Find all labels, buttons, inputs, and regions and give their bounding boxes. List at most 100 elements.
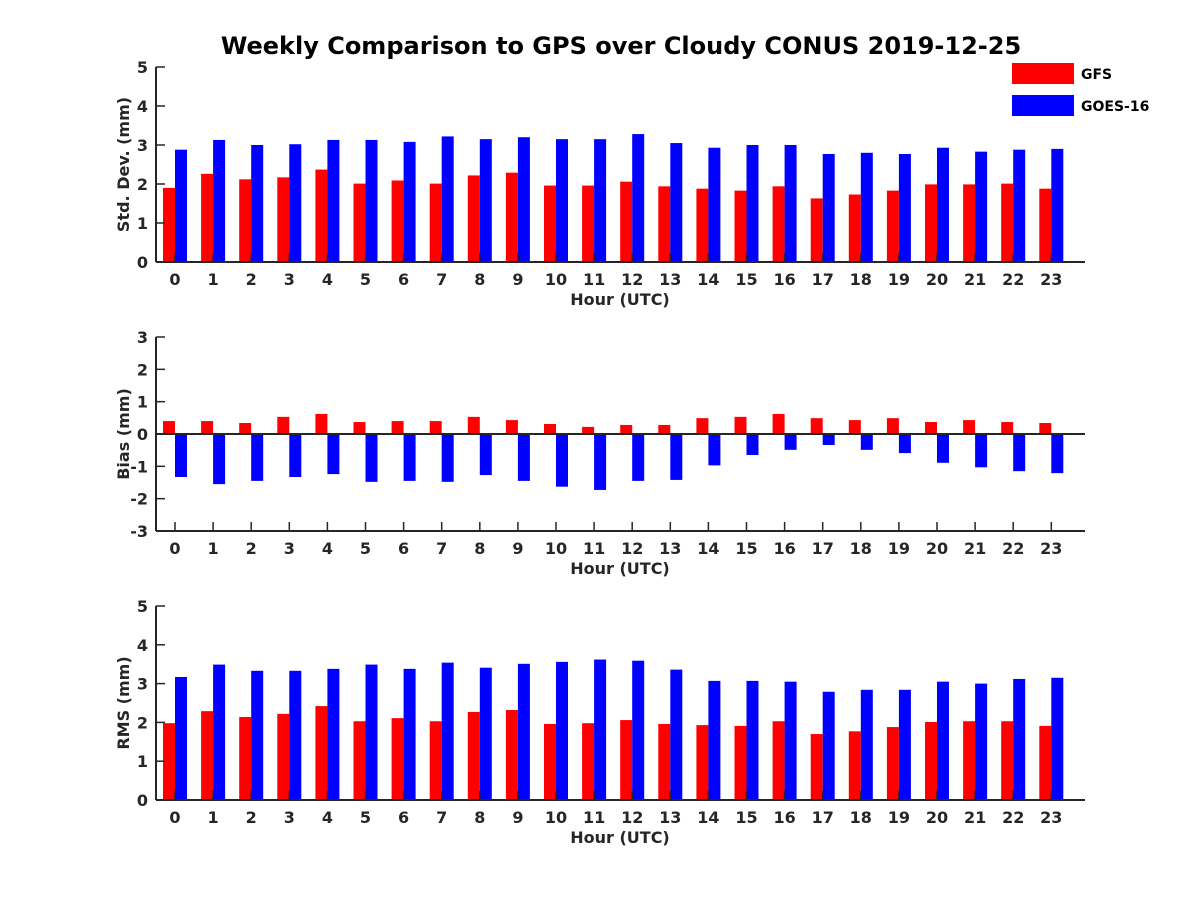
x-tick-label: 15 xyxy=(735,270,757,289)
bar-goes-16-hour-19 xyxy=(898,153,911,262)
bar-gfs-hour-22 xyxy=(1001,721,1014,800)
x-tick-label: 10 xyxy=(545,539,567,558)
bar-gfs-hour-6 xyxy=(391,718,404,800)
x-axis-label: Hour (UTC) xyxy=(570,290,670,309)
x-tick-label: 8 xyxy=(474,539,485,558)
x-tick-label: 4 xyxy=(322,539,333,558)
x-tick-label: 20 xyxy=(926,270,948,289)
x-tick-label: 14 xyxy=(697,270,719,289)
bar-goes-16-hour-14 xyxy=(708,147,721,262)
bar-goes-16-hour-17 xyxy=(822,153,835,262)
bar-goes-16-hour-5 xyxy=(365,664,378,800)
bar-goes-16-hour-23 xyxy=(1051,434,1064,474)
bar-gfs-hour-6 xyxy=(391,421,404,434)
y-tick-label: 3 xyxy=(137,675,148,694)
bar-goes-16-hour-11 xyxy=(594,659,607,800)
y-tick-label: 0 xyxy=(137,791,148,810)
x-tick-label: 2 xyxy=(246,808,257,827)
x-tick-label: 9 xyxy=(512,270,523,289)
bar-goes-16-hour-1 xyxy=(213,139,226,262)
x-tick-label: 21 xyxy=(964,270,986,289)
y-tick-label: 0 xyxy=(137,425,148,444)
x-tick-label: 3 xyxy=(284,808,295,827)
y-tick-label: 2 xyxy=(137,713,148,732)
x-tick-label: 5 xyxy=(360,539,371,558)
bar-goes-16-hour-20 xyxy=(937,681,949,800)
bar-goes-16-hour-6 xyxy=(403,141,416,262)
bar-gfs-hour-0 xyxy=(163,187,175,262)
bar-gfs-hour-21 xyxy=(963,184,976,262)
bar-gfs-hour-11 xyxy=(582,723,595,800)
bar-gfs-hour-10 xyxy=(544,185,556,262)
x-tick-label: 20 xyxy=(926,539,948,558)
bar-gfs-hour-1 xyxy=(201,173,214,262)
x-tick-label: 16 xyxy=(773,539,795,558)
bar-goes-16-hour-21 xyxy=(975,434,988,468)
bar-goes-16-hour-15 xyxy=(746,434,759,456)
bar-goes-16-hour-13 xyxy=(670,434,683,480)
bar-gfs-hour-18 xyxy=(848,731,861,800)
bar-goes-16-hour-5 xyxy=(365,139,378,262)
x-tick-label: 19 xyxy=(888,808,910,827)
x-tick-label: 11 xyxy=(583,539,605,558)
bar-gfs-hour-21 xyxy=(963,420,976,434)
x-tick-label: 6 xyxy=(398,808,409,827)
x-tick-label: 0 xyxy=(169,808,180,827)
bar-goes-16-hour-13 xyxy=(670,669,683,800)
x-tick-label: 1 xyxy=(208,808,219,827)
bar-goes-16-hour-18 xyxy=(860,434,873,450)
bar-gfs-hour-14 xyxy=(696,418,709,434)
x-tick-label: 13 xyxy=(659,808,681,827)
bar-goes-16-hour-9 xyxy=(517,434,530,481)
x-tick-label: 20 xyxy=(926,808,948,827)
bar-goes-16-hour-9 xyxy=(517,663,530,800)
x-tick-label: 14 xyxy=(697,808,719,827)
x-tick-label: 3 xyxy=(284,539,295,558)
bar-goes-16-hour-1 xyxy=(213,434,226,485)
bar-gfs-hour-10 xyxy=(544,423,556,434)
bar-goes-16-hour-7 xyxy=(441,434,454,482)
bar-gfs-hour-2 xyxy=(239,716,252,800)
bar-goes-16-hour-13 xyxy=(670,143,683,262)
x-tick-label: 11 xyxy=(583,808,605,827)
legend-swatch-gfs xyxy=(1012,63,1074,84)
bar-goes-16-hour-3 xyxy=(289,434,302,477)
y-tick-label: 2 xyxy=(137,175,148,194)
bar-goes-16-hour-4 xyxy=(327,434,340,475)
bar-goes-16-hour-5 xyxy=(365,434,378,482)
y-tick-label: 4 xyxy=(137,636,148,655)
bar-goes-16-hour-16 xyxy=(784,681,797,800)
x-tick-label: 18 xyxy=(850,808,872,827)
bar-goes-16-hour-10 xyxy=(556,661,568,800)
bar-goes-16-hour-22 xyxy=(1013,678,1026,800)
bar-goes-16-hour-16 xyxy=(784,145,797,262)
x-tick-label: 15 xyxy=(735,539,757,558)
bar-gfs-hour-2 xyxy=(239,423,252,434)
bar-gfs-hour-15 xyxy=(734,190,747,262)
x-tick-label: 0 xyxy=(169,270,180,289)
bar-gfs-hour-20 xyxy=(925,722,937,800)
bar-gfs-hour-13 xyxy=(658,186,671,262)
bar-gfs-hour-5 xyxy=(353,721,366,800)
bar-goes-16-hour-11 xyxy=(594,434,607,490)
x-tick-label: 18 xyxy=(850,270,872,289)
bar-gfs-hour-13 xyxy=(658,424,671,434)
bar-goes-16-hour-19 xyxy=(898,434,911,454)
x-tick-label: 4 xyxy=(322,270,333,289)
x-tick-label: 5 xyxy=(360,808,371,827)
x-tick-label: 0 xyxy=(169,539,180,558)
bar-gfs-hour-8 xyxy=(467,175,480,262)
bar-gfs-hour-17 xyxy=(810,418,823,434)
bar-gfs-hour-7 xyxy=(429,183,442,262)
x-tick-label: 9 xyxy=(512,539,523,558)
bar-gfs-hour-20 xyxy=(925,184,937,262)
bar-gfs-hour-6 xyxy=(391,180,404,262)
bar-goes-16-hour-2 xyxy=(251,434,264,481)
bar-goes-16-hour-2 xyxy=(251,145,264,262)
bar-goes-16-hour-17 xyxy=(822,691,835,800)
legend-swatch-goes-16 xyxy=(1012,95,1074,116)
x-tick-label: 6 xyxy=(398,270,409,289)
y-tick-label: 3 xyxy=(137,136,148,155)
